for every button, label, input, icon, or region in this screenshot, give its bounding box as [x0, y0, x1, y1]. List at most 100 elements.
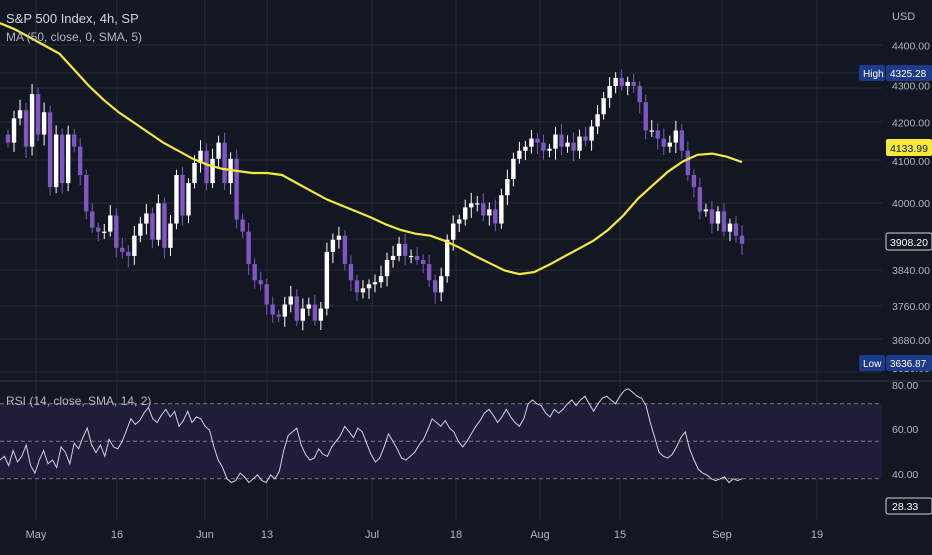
candles-layer: [5, 69, 745, 331]
rsi-tick-label: 60.00: [892, 424, 918, 436]
candle-body: [11, 118, 17, 143]
candle-body: [372, 282, 378, 285]
candle-body: [126, 251, 131, 256]
candle-body: [294, 296, 299, 321]
chart-title[interactable]: S&P 500 Index, 4h, SP: [6, 11, 139, 26]
candle-body: [481, 203, 486, 216]
candle-body: [691, 175, 697, 188]
candle-body: [234, 158, 239, 220]
candle-body: [432, 280, 438, 293]
candle-body: [499, 195, 504, 224]
candle-body: [493, 209, 498, 224]
low-label-badge: [859, 355, 885, 371]
price-tick-label: 4400.00: [892, 41, 930, 53]
candle-body: [210, 158, 215, 184]
candle-body: [475, 203, 480, 205]
candle-body: [739, 235, 745, 244]
candle-body: [288, 296, 293, 305]
candle-body: [318, 308, 324, 321]
ma-line: [0, 22, 743, 276]
candle-body: [721, 211, 727, 232]
candle-body: [168, 223, 173, 248]
candle-body: [457, 219, 462, 224]
candle-body: [607, 85, 612, 99]
candle-body: [697, 187, 703, 212]
ma-value: 4133.99: [890, 143, 928, 155]
candle-body: [505, 179, 510, 196]
candle-body: [198, 150, 203, 163]
candle-body: [162, 203, 167, 248]
candle-body: [216, 142, 221, 159]
rsi-tick-label: 80.00: [892, 380, 918, 392]
candle-body: [661, 138, 666, 147]
candle-body: [282, 304, 287, 317]
price-tick-label: 4200.00: [892, 118, 930, 130]
price-tick-label: 4100.00: [892, 156, 930, 168]
candle-body: [41, 112, 47, 135]
candle-body: [715, 211, 721, 224]
candle-body: [138, 223, 143, 236]
axis-layer: 4400.00 4300.00 4200.00 4100.00 4000.00 3840.…: [26, 41, 931, 542]
candle-body: [547, 148, 552, 151]
candle-body: [156, 203, 161, 240]
candle-body: [150, 213, 155, 240]
candle-body: [535, 138, 540, 143]
rsi-layer: [0, 388, 882, 484]
candle-body: [204, 150, 209, 184]
candle-body: [84, 175, 89, 212]
candle-body: [35, 94, 41, 135]
candle-body: [300, 308, 306, 321]
ma-legend[interactable]: MA (50, close, 0, SMA, 5): [6, 30, 142, 44]
candle-body: [258, 280, 263, 285]
candle-body: [330, 239, 336, 252]
candle-body: [643, 102, 648, 131]
candle-body: [438, 276, 444, 293]
candle-body: [348, 264, 354, 281]
candle-body: [276, 314, 281, 317]
price-tick-label: 3840.00: [892, 265, 930, 277]
low-value: 3636.87: [890, 359, 927, 370]
candle-body: [71, 134, 77, 147]
candle-body: [144, 213, 149, 224]
time-tick-label: 13: [261, 529, 273, 541]
candle-body: [589, 126, 594, 141]
candle-body: [420, 259, 426, 265]
candle-body: [246, 231, 251, 265]
candle-body: [5, 134, 11, 143]
candle-body: [414, 255, 420, 260]
candle-body: [90, 211, 95, 228]
rsi-line: [0, 388, 743, 484]
candle-body: [583, 136, 588, 141]
candle-body: [47, 112, 53, 188]
candle-body: [463, 207, 468, 220]
price-tick-label: 4000.00: [892, 198, 930, 210]
rsi-legend[interactable]: RSI (14, close, SMA, 14, 2): [6, 394, 151, 408]
candle-body: [108, 215, 113, 232]
high-value-badge: [886, 65, 932, 81]
candle-body: [77, 146, 83, 175]
ma-value-badge: [886, 139, 932, 156]
price-tick-label: 4300.00: [892, 81, 930, 93]
candle-body: [727, 223, 733, 232]
candle-body: [655, 130, 660, 139]
candle-body: [29, 94, 35, 147]
candle-body: [529, 138, 534, 147]
candle-body: [444, 239, 450, 277]
last-value-badge: [885, 232, 932, 251]
time-tick-label: Aug: [530, 529, 550, 541]
price-tick-label: 3760.00: [892, 301, 930, 313]
time-tick-label: Sep: [712, 529, 732, 541]
candle-body: [571, 142, 576, 151]
candle-body: [222, 142, 227, 184]
candle-body: [252, 264, 257, 281]
time-tick-label: Jul: [365, 529, 379, 541]
candle-body: [679, 130, 685, 151]
candle-body: [354, 280, 360, 293]
high-label-badge: [859, 65, 885, 81]
candle-body: [312, 304, 318, 321]
candle-body: [378, 276, 384, 283]
candle-body: [114, 215, 119, 248]
candle-body: [23, 110, 29, 147]
